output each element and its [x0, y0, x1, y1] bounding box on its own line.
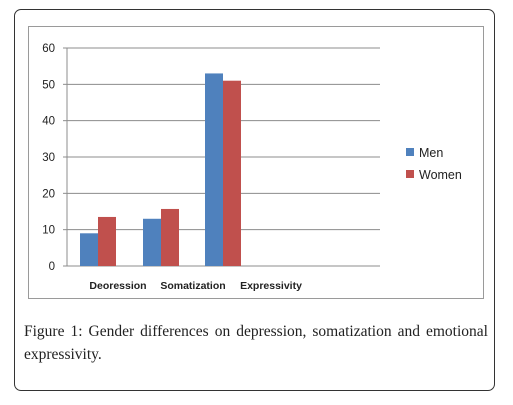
- figure-caption-text: Gender differences on depression, somati…: [24, 323, 488, 363]
- x-category-label: Somatization: [160, 280, 225, 292]
- figure-caption-label: Figure 1:: [24, 323, 83, 340]
- bar: [205, 73, 223, 266]
- y-tick-label: 30: [42, 152, 55, 164]
- y-tick-label: 0: [49, 261, 55, 273]
- legend-swatch: [406, 148, 414, 156]
- y-tick-label: 10: [42, 225, 55, 237]
- x-category-label: Expressivity: [240, 280, 302, 292]
- bar: [98, 216, 116, 266]
- bar: [80, 233, 98, 266]
- bar: [223, 80, 241, 266]
- bar: [161, 208, 179, 266]
- y-tick-label: 20: [42, 188, 55, 200]
- bar: [143, 218, 161, 266]
- y-tick-label: 40: [42, 116, 55, 128]
- legend-label: Men: [419, 146, 443, 160]
- legend-label: Women: [419, 168, 462, 182]
- x-category-label: Deoression: [89, 280, 146, 292]
- y-tick-label: 50: [42, 79, 55, 91]
- figure-caption: Figure 1: Gender differences on depressi…: [24, 320, 488, 366]
- legend-swatch: [406, 170, 414, 178]
- y-tick-label: 60: [42, 43, 55, 55]
